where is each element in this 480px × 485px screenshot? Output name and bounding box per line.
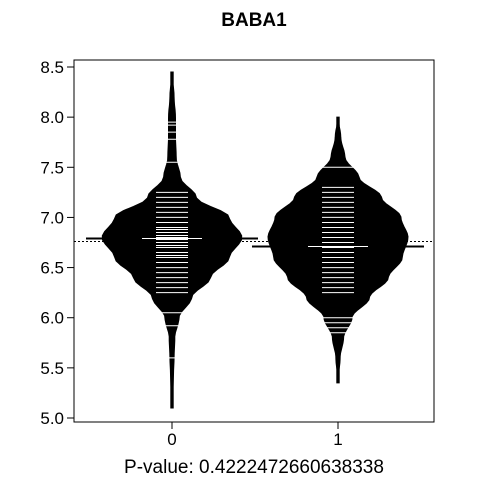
chart-title: BABA1	[221, 10, 287, 31]
y-tick-label: 8.5	[40, 58, 64, 77]
y-tick-label: 7.5	[40, 158, 64, 177]
y-tick-label: 8.0	[40, 108, 64, 127]
beans-layer	[74, 71, 434, 409]
y-tick-label: 5.0	[40, 409, 64, 428]
y-tick-label: 5.5	[40, 359, 64, 378]
bean-density	[267, 116, 409, 384]
x-tick-label: 1	[333, 430, 342, 449]
x-axis-label: P-value: 0.4222472660638338	[124, 457, 384, 478]
y-tick-label: 6.5	[40, 259, 64, 278]
plot-frame	[73, 59, 435, 423]
y-tick-label: 6.0	[40, 309, 64, 328]
bean-density	[101, 71, 243, 409]
x-tick-label: 0	[167, 430, 176, 449]
y-tick-label: 7.0	[40, 208, 64, 227]
y-axis: 5.0 5.5 6.0 6.5 7.0 7.5 8.0 8.5	[40, 58, 74, 428]
